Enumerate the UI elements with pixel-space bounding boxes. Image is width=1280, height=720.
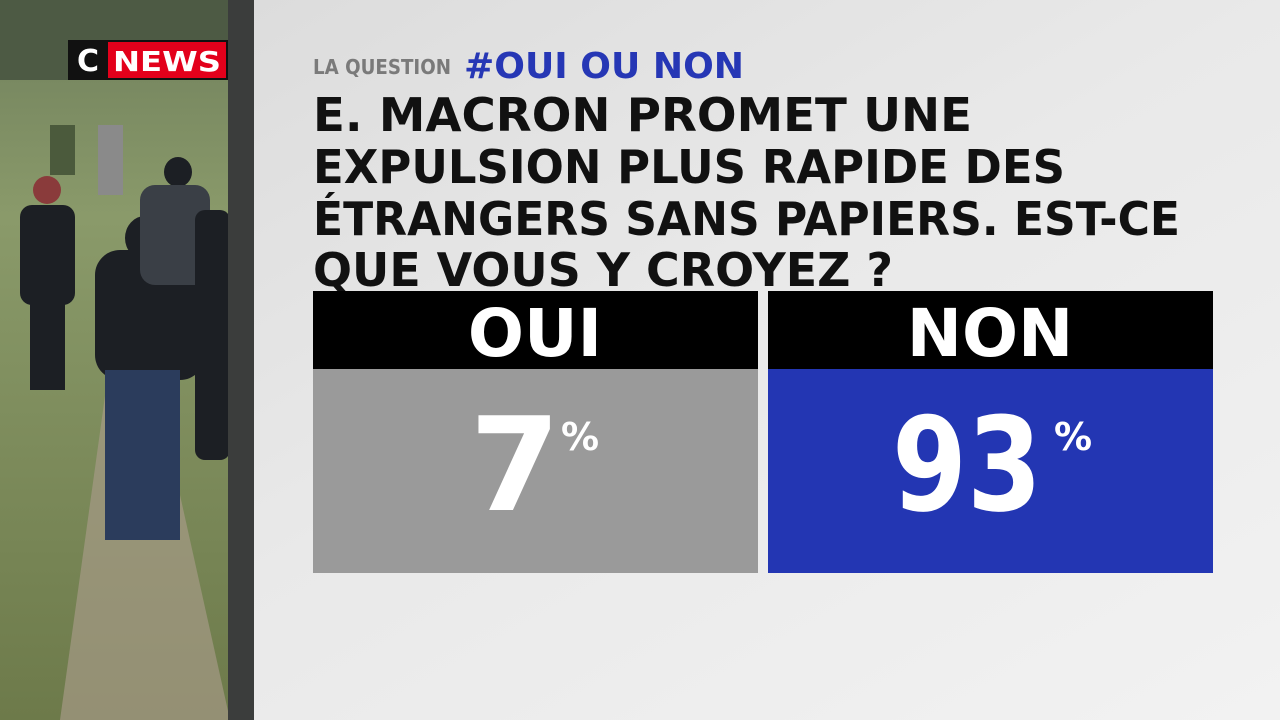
logo-red xyxy=(108,42,226,78)
photo-edge xyxy=(228,0,254,720)
answer-unit: % xyxy=(1054,415,1092,459)
answer-value: 93 xyxy=(892,389,1042,541)
people xyxy=(20,125,230,540)
answer-value: 7 xyxy=(470,389,560,541)
answer-body xyxy=(768,369,1213,573)
answer-label: NON xyxy=(907,295,1074,372)
tag: #OUI OU NON xyxy=(464,46,744,87)
logo: C NEWS xyxy=(68,40,228,80)
answer-body xyxy=(313,369,758,573)
question-line: ÉTRANGERS SANS PAPIERS. EST-CE xyxy=(313,192,1180,246)
question-line: E. MACRON PROMET UNE xyxy=(313,88,972,142)
logo-c: C xyxy=(77,44,99,79)
question: E. MACRON PROMET UNE EXPULSION PLUS RAPI… xyxy=(313,88,1180,297)
answer-label: OUI xyxy=(468,295,602,372)
answer-header xyxy=(313,291,758,369)
answer-oui: OUI 7 % xyxy=(313,291,758,573)
photo xyxy=(0,0,254,720)
question-line: EXPULSION PLUS RAPIDE DES xyxy=(313,140,1065,194)
logo-news: NEWS xyxy=(113,45,221,78)
answer-header xyxy=(768,291,1213,369)
question-line: QUE VOUS Y CROYEZ ? xyxy=(313,243,893,297)
kicker: LA QUESTION xyxy=(313,55,451,79)
answer-unit: % xyxy=(561,415,599,459)
answer-non: NON 93 % xyxy=(768,291,1213,573)
